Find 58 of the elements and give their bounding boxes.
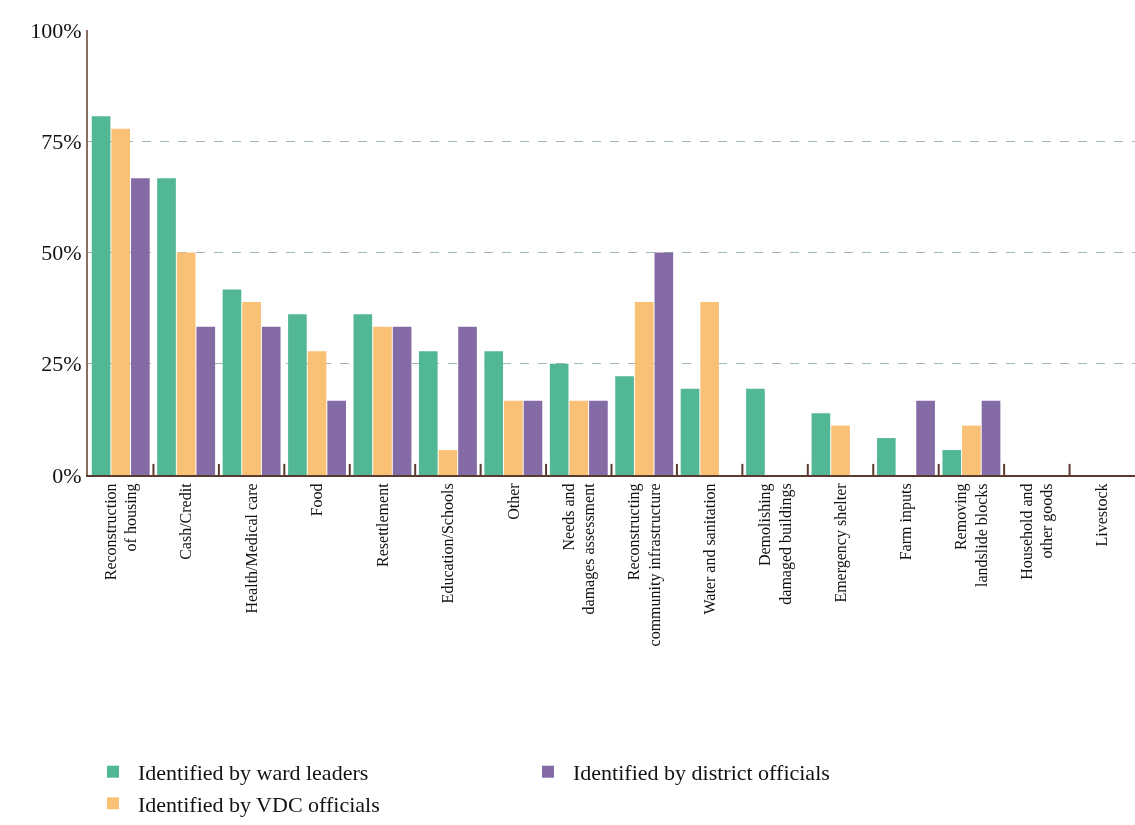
bar (242, 301, 261, 475)
bar (176, 252, 196, 475)
bar (196, 326, 216, 475)
x-tick-label: Reconstruction of housing (101, 483, 141, 581)
bar (373, 326, 392, 475)
bar (831, 425, 850, 475)
bar (962, 425, 981, 475)
x-tick-label: Livestock (1093, 483, 1111, 547)
bar (877, 438, 896, 475)
bar (549, 363, 569, 475)
bar (981, 400, 1001, 475)
y-tick-label: 25% (41, 351, 82, 377)
bar (615, 376, 634, 475)
bar (589, 400, 608, 475)
x-tick-label: Emergency shelter (831, 482, 850, 603)
y-tick-label: 0% (52, 462, 82, 488)
bar (222, 289, 242, 475)
y-tick-label: 75% (41, 128, 82, 154)
x-tick-label: Health/Medical care (242, 483, 260, 614)
legend-label: Identified by ward leaders (138, 760, 369, 786)
x-tick-label: Farm inputs (897, 483, 916, 561)
bar (746, 388, 765, 475)
bar (458, 326, 477, 475)
bar (438, 450, 458, 475)
x-tick-label: Resettlement (373, 482, 391, 567)
x-tick-label: Needs and damages assessment (559, 482, 599, 615)
bar (811, 413, 831, 475)
legend-label: Identified by VDC officials (138, 791, 380, 817)
bar (392, 326, 412, 475)
bar (680, 388, 700, 475)
bar (916, 400, 935, 475)
bar (418, 351, 438, 475)
bar (569, 400, 589, 475)
bar (353, 314, 373, 475)
bar (131, 178, 150, 475)
bar (261, 326, 281, 475)
bar (484, 351, 504, 475)
bar (504, 400, 523, 475)
x-tick-label: Other (504, 482, 522, 520)
bar (327, 400, 346, 475)
x-tick-label: Water and sanitation (700, 483, 718, 615)
x-tick-label: Removing landslide blocks (952, 483, 991, 587)
bar (111, 128, 131, 475)
legend-label: Identified by district officials (573, 760, 830, 786)
bar (942, 450, 962, 475)
bar (307, 351, 327, 475)
y-tick-label: 50% (41, 240, 82, 266)
bar (700, 301, 719, 475)
x-tick-label: Food (308, 483, 326, 517)
x-tick-label: Education/Schools (439, 483, 457, 604)
bar (288, 314, 307, 475)
bar (157, 178, 176, 475)
bar (654, 252, 674, 475)
bar (634, 301, 654, 475)
bar (91, 116, 111, 475)
y-tick-label: 100% (30, 17, 82, 43)
bar (523, 400, 543, 475)
x-tick-label: Cash/Credit (177, 482, 195, 560)
